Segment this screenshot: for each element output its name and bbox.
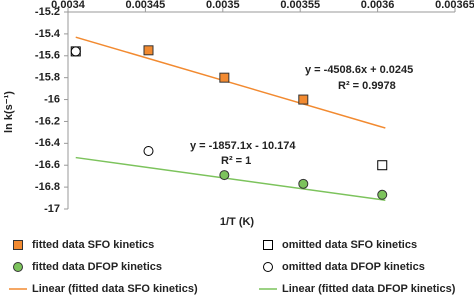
y-axis-label: ln k(s⁻¹) [3,91,15,133]
legend-label: fitted data DFOP kinetics [32,261,162,273]
y-tick-label: -16.8 [35,181,60,193]
point [219,72,230,83]
legend-label: omitted data DFOP kinetics [282,261,425,273]
trend-line [75,156,386,201]
x-tick-label: 0.0035 [206,0,240,11]
x-axis-label: 1/T (K) [220,216,255,228]
point [298,178,309,189]
y-tick-label: -15.6 [35,50,60,62]
y-tick-label: -15.4 [35,28,61,40]
point [377,189,388,200]
trend-line [75,36,386,129]
y-tick-label: -16.4 [35,137,61,149]
point [263,262,273,272]
point [298,94,309,105]
point [13,262,23,272]
x-tick-label: 0.00345 [126,0,166,11]
x-tick-label: 0.00365 [435,0,474,11]
point [377,160,388,171]
x-tick-label: 0.0034 [51,0,86,11]
point [143,45,154,56]
point [263,240,273,250]
y-tick-label: -15.2 [35,6,60,18]
point [70,46,81,57]
legend-label: Linear (fitted data SFO kinetics) [32,283,198,295]
annotation: y = -4508.6x + 0.0245 [305,64,413,76]
y-tick-label: -17 [44,203,60,215]
x-tick-label: 0.00355 [280,0,320,11]
point [143,145,154,156]
legend-label: Linear (fitted data DFOP kinetics) [282,283,456,295]
y-tick-label: -15.8 [35,72,60,84]
legend-label: omitted data SFO kinetics [282,239,417,251]
annotation: y = -1857.1x - 10.174 [190,140,296,152]
x-tick-label: 0.0036 [361,0,395,11]
point [13,240,23,250]
annotation: R² = 0.9978 [338,80,396,92]
point [219,170,230,181]
y-tick-label: -16.6 [35,159,60,171]
y-tick-label: -16 [44,93,60,105]
legend-label: fitted data SFO kinetics [32,239,154,251]
annotation: R² = 1 [221,155,251,167]
y-tick-label: -16.2 [35,115,60,127]
